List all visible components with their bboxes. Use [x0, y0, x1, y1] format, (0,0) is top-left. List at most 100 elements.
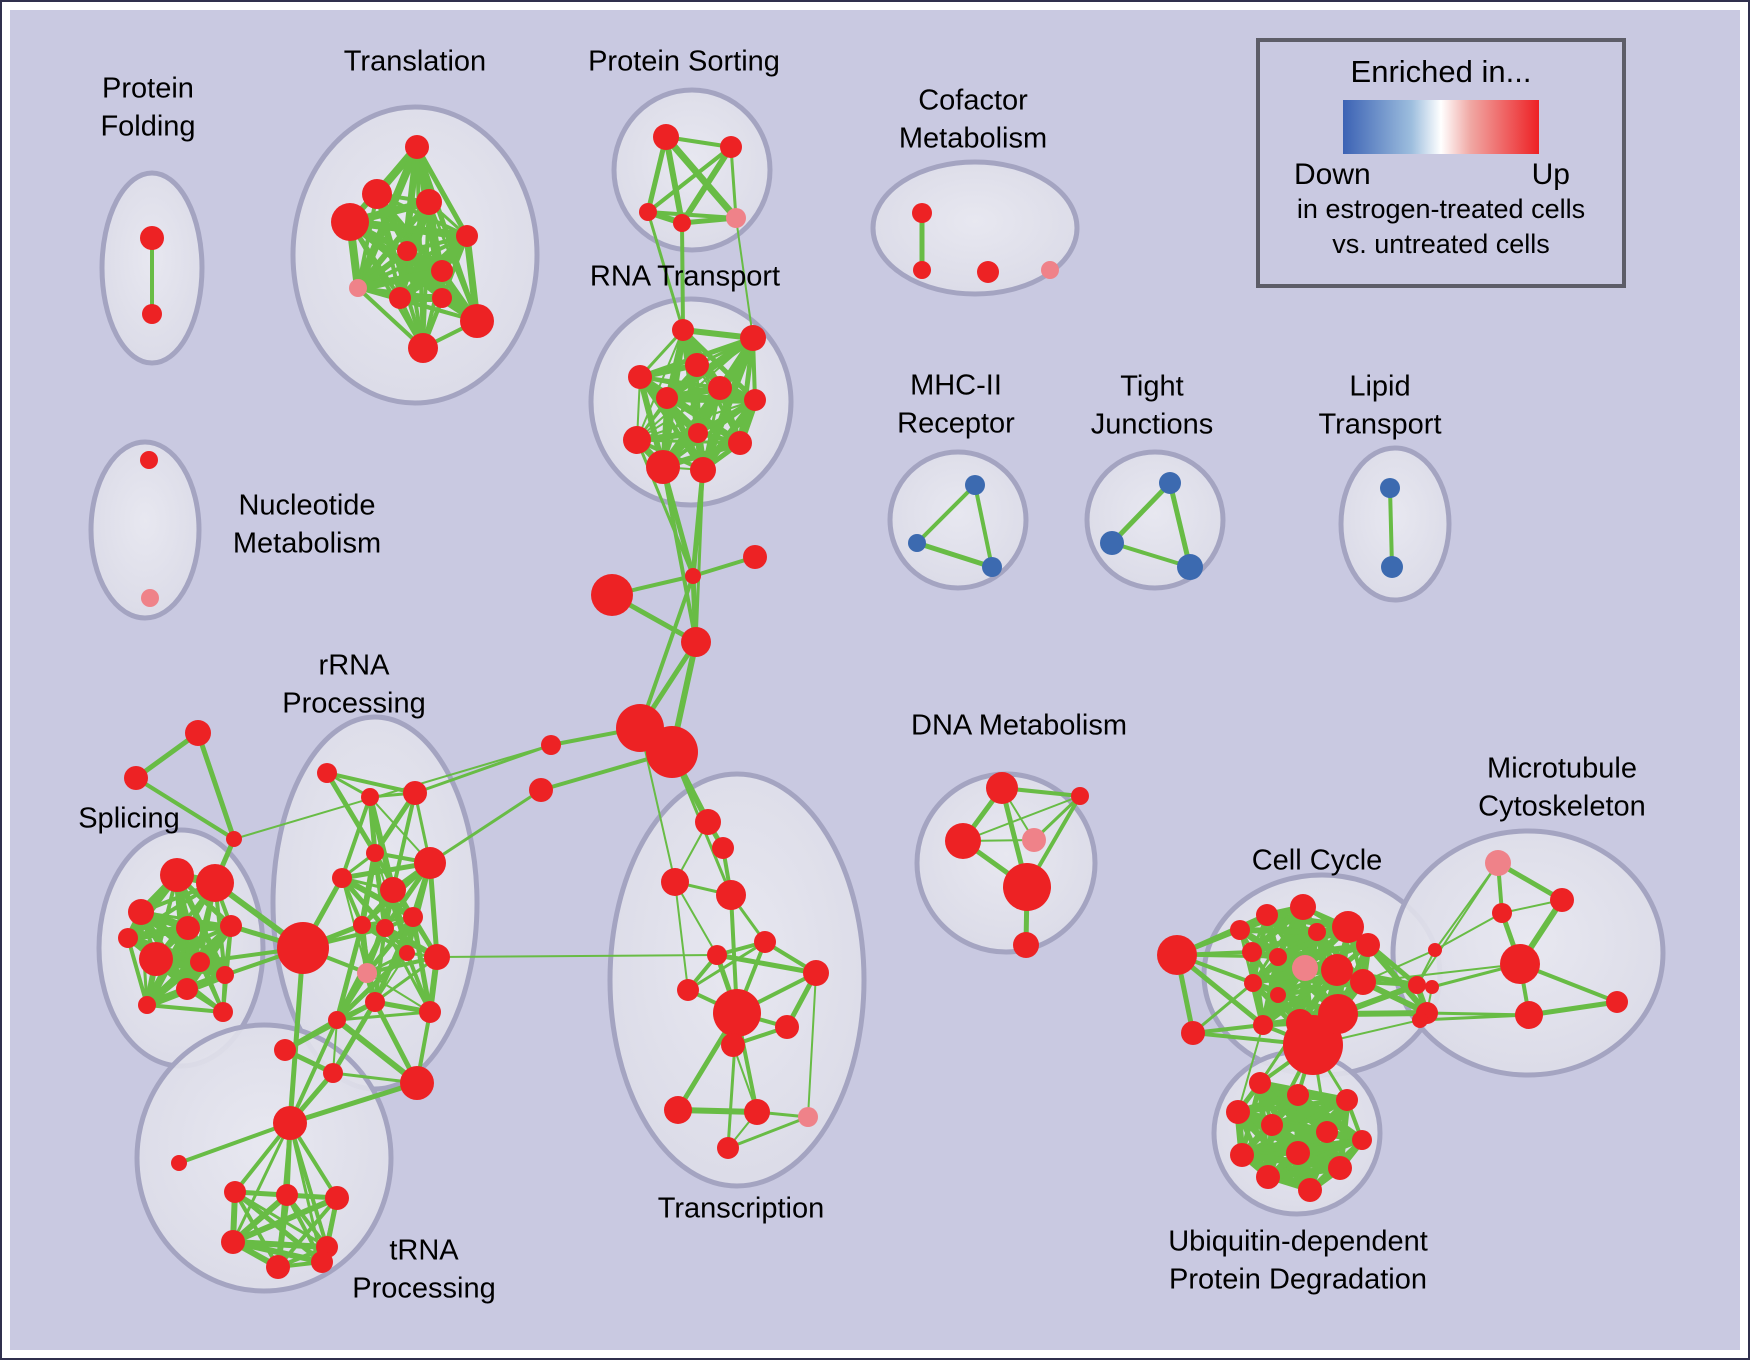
network-node[interactable] [639, 203, 657, 221]
network-node[interactable] [213, 1002, 233, 1022]
network-node[interactable] [118, 928, 138, 948]
network-node[interactable] [1425, 980, 1439, 994]
network-node[interactable] [708, 376, 732, 400]
network-node[interactable] [171, 1155, 187, 1171]
network-node[interactable] [529, 778, 553, 802]
network-node[interactable] [908, 534, 926, 552]
network-node[interactable] [653, 124, 679, 150]
network-node[interactable] [266, 1255, 290, 1279]
network-node[interactable] [1269, 948, 1287, 966]
network-node[interactable] [1606, 991, 1628, 1013]
network-node[interactable] [1230, 1143, 1254, 1167]
network-node[interactable] [913, 261, 931, 279]
network-node[interactable] [1308, 923, 1326, 941]
network-node[interactable] [277, 922, 329, 974]
network-node[interactable] [140, 451, 158, 469]
network-node[interactable] [216, 966, 234, 984]
network-node[interactable] [685, 353, 709, 377]
network-node[interactable] [1071, 787, 1089, 805]
network-node[interactable] [432, 288, 452, 308]
network-node[interactable] [317, 763, 337, 783]
network-node[interactable] [712, 837, 734, 859]
network-node[interactable] [416, 189, 442, 215]
network-node[interactable] [376, 919, 394, 937]
network-node[interactable] [912, 203, 932, 223]
network-node[interactable] [713, 989, 761, 1037]
network-node[interactable] [140, 226, 164, 250]
network-node[interactable] [986, 772, 1018, 804]
network-node[interactable] [977, 261, 999, 283]
network-node[interactable] [273, 1106, 307, 1140]
network-node[interactable] [361, 788, 379, 806]
network-node[interactable] [1256, 1165, 1280, 1189]
network-node[interactable] [1287, 1084, 1309, 1106]
network-node[interactable] [646, 726, 698, 778]
network-node[interactable] [591, 574, 633, 616]
network-node[interactable] [707, 945, 727, 965]
network-node[interactable] [176, 916, 200, 940]
network-node[interactable] [726, 208, 746, 228]
network-node[interactable] [224, 1181, 246, 1203]
network-node[interactable] [142, 304, 162, 324]
network-node[interactable] [1242, 942, 1262, 962]
network-node[interactable] [740, 325, 766, 351]
network-node[interactable] [672, 319, 694, 341]
network-node[interactable] [744, 389, 766, 411]
network-node[interactable] [1298, 1178, 1322, 1202]
network-node[interactable] [1380, 478, 1400, 498]
network-node[interactable] [424, 944, 450, 970]
network-node[interactable] [128, 899, 154, 925]
network-node[interactable] [1515, 1001, 1543, 1029]
network-node[interactable] [221, 1230, 245, 1254]
network-node[interactable] [628, 365, 652, 389]
network-node[interactable] [1412, 1012, 1428, 1028]
network-node[interactable] [456, 225, 478, 247]
network-node[interactable] [721, 1033, 745, 1057]
network-node[interactable] [728, 431, 752, 455]
network-node[interactable] [431, 260, 453, 282]
network-node[interactable] [1253, 1015, 1273, 1035]
network-node[interactable] [397, 241, 417, 261]
network-node[interactable] [419, 1001, 441, 1023]
network-node[interactable] [743, 545, 767, 569]
network-node[interactable] [389, 287, 411, 309]
network-node[interactable] [276, 1184, 298, 1206]
network-node[interactable] [357, 963, 377, 983]
network-node[interactable] [1249, 1072, 1271, 1094]
network-node[interactable] [965, 475, 985, 495]
network-node[interactable] [403, 907, 423, 927]
network-node[interactable] [1318, 994, 1358, 1034]
network-node[interactable] [1100, 531, 1124, 555]
network-node[interactable] [220, 915, 242, 937]
network-node[interactable] [362, 179, 392, 209]
network-node[interactable] [331, 203, 369, 241]
network-node[interactable] [1159, 472, 1181, 494]
network-node[interactable] [623, 426, 651, 454]
network-node[interactable] [673, 214, 691, 232]
network-node[interactable] [311, 1251, 333, 1273]
network-node[interactable] [349, 279, 367, 297]
network-node[interactable] [1022, 828, 1046, 852]
network-node[interactable] [1350, 969, 1376, 995]
network-node[interactable] [1352, 1130, 1372, 1150]
network-node[interactable] [1256, 904, 1278, 926]
network-node[interactable] [664, 1096, 692, 1124]
network-node[interactable] [1270, 987, 1286, 1003]
network-node[interactable] [754, 931, 776, 953]
network-node[interactable] [685, 568, 701, 584]
network-node[interactable] [176, 978, 198, 1000]
network-node[interactable] [1500, 944, 1540, 984]
network-node[interactable] [945, 823, 981, 859]
network-node[interactable] [716, 880, 746, 910]
network-node[interactable] [982, 557, 1002, 577]
network-node[interactable] [1041, 261, 1059, 279]
network-node[interactable] [1181, 1021, 1205, 1045]
network-node[interactable] [1328, 1156, 1352, 1180]
network-node[interactable] [1485, 850, 1511, 876]
network-node[interactable] [274, 1039, 296, 1061]
network-node[interactable] [1226, 1100, 1250, 1124]
network-node[interactable] [1292, 955, 1318, 981]
network-node[interactable] [720, 136, 742, 158]
network-node[interactable] [1244, 974, 1262, 992]
network-node[interactable] [1381, 556, 1403, 578]
